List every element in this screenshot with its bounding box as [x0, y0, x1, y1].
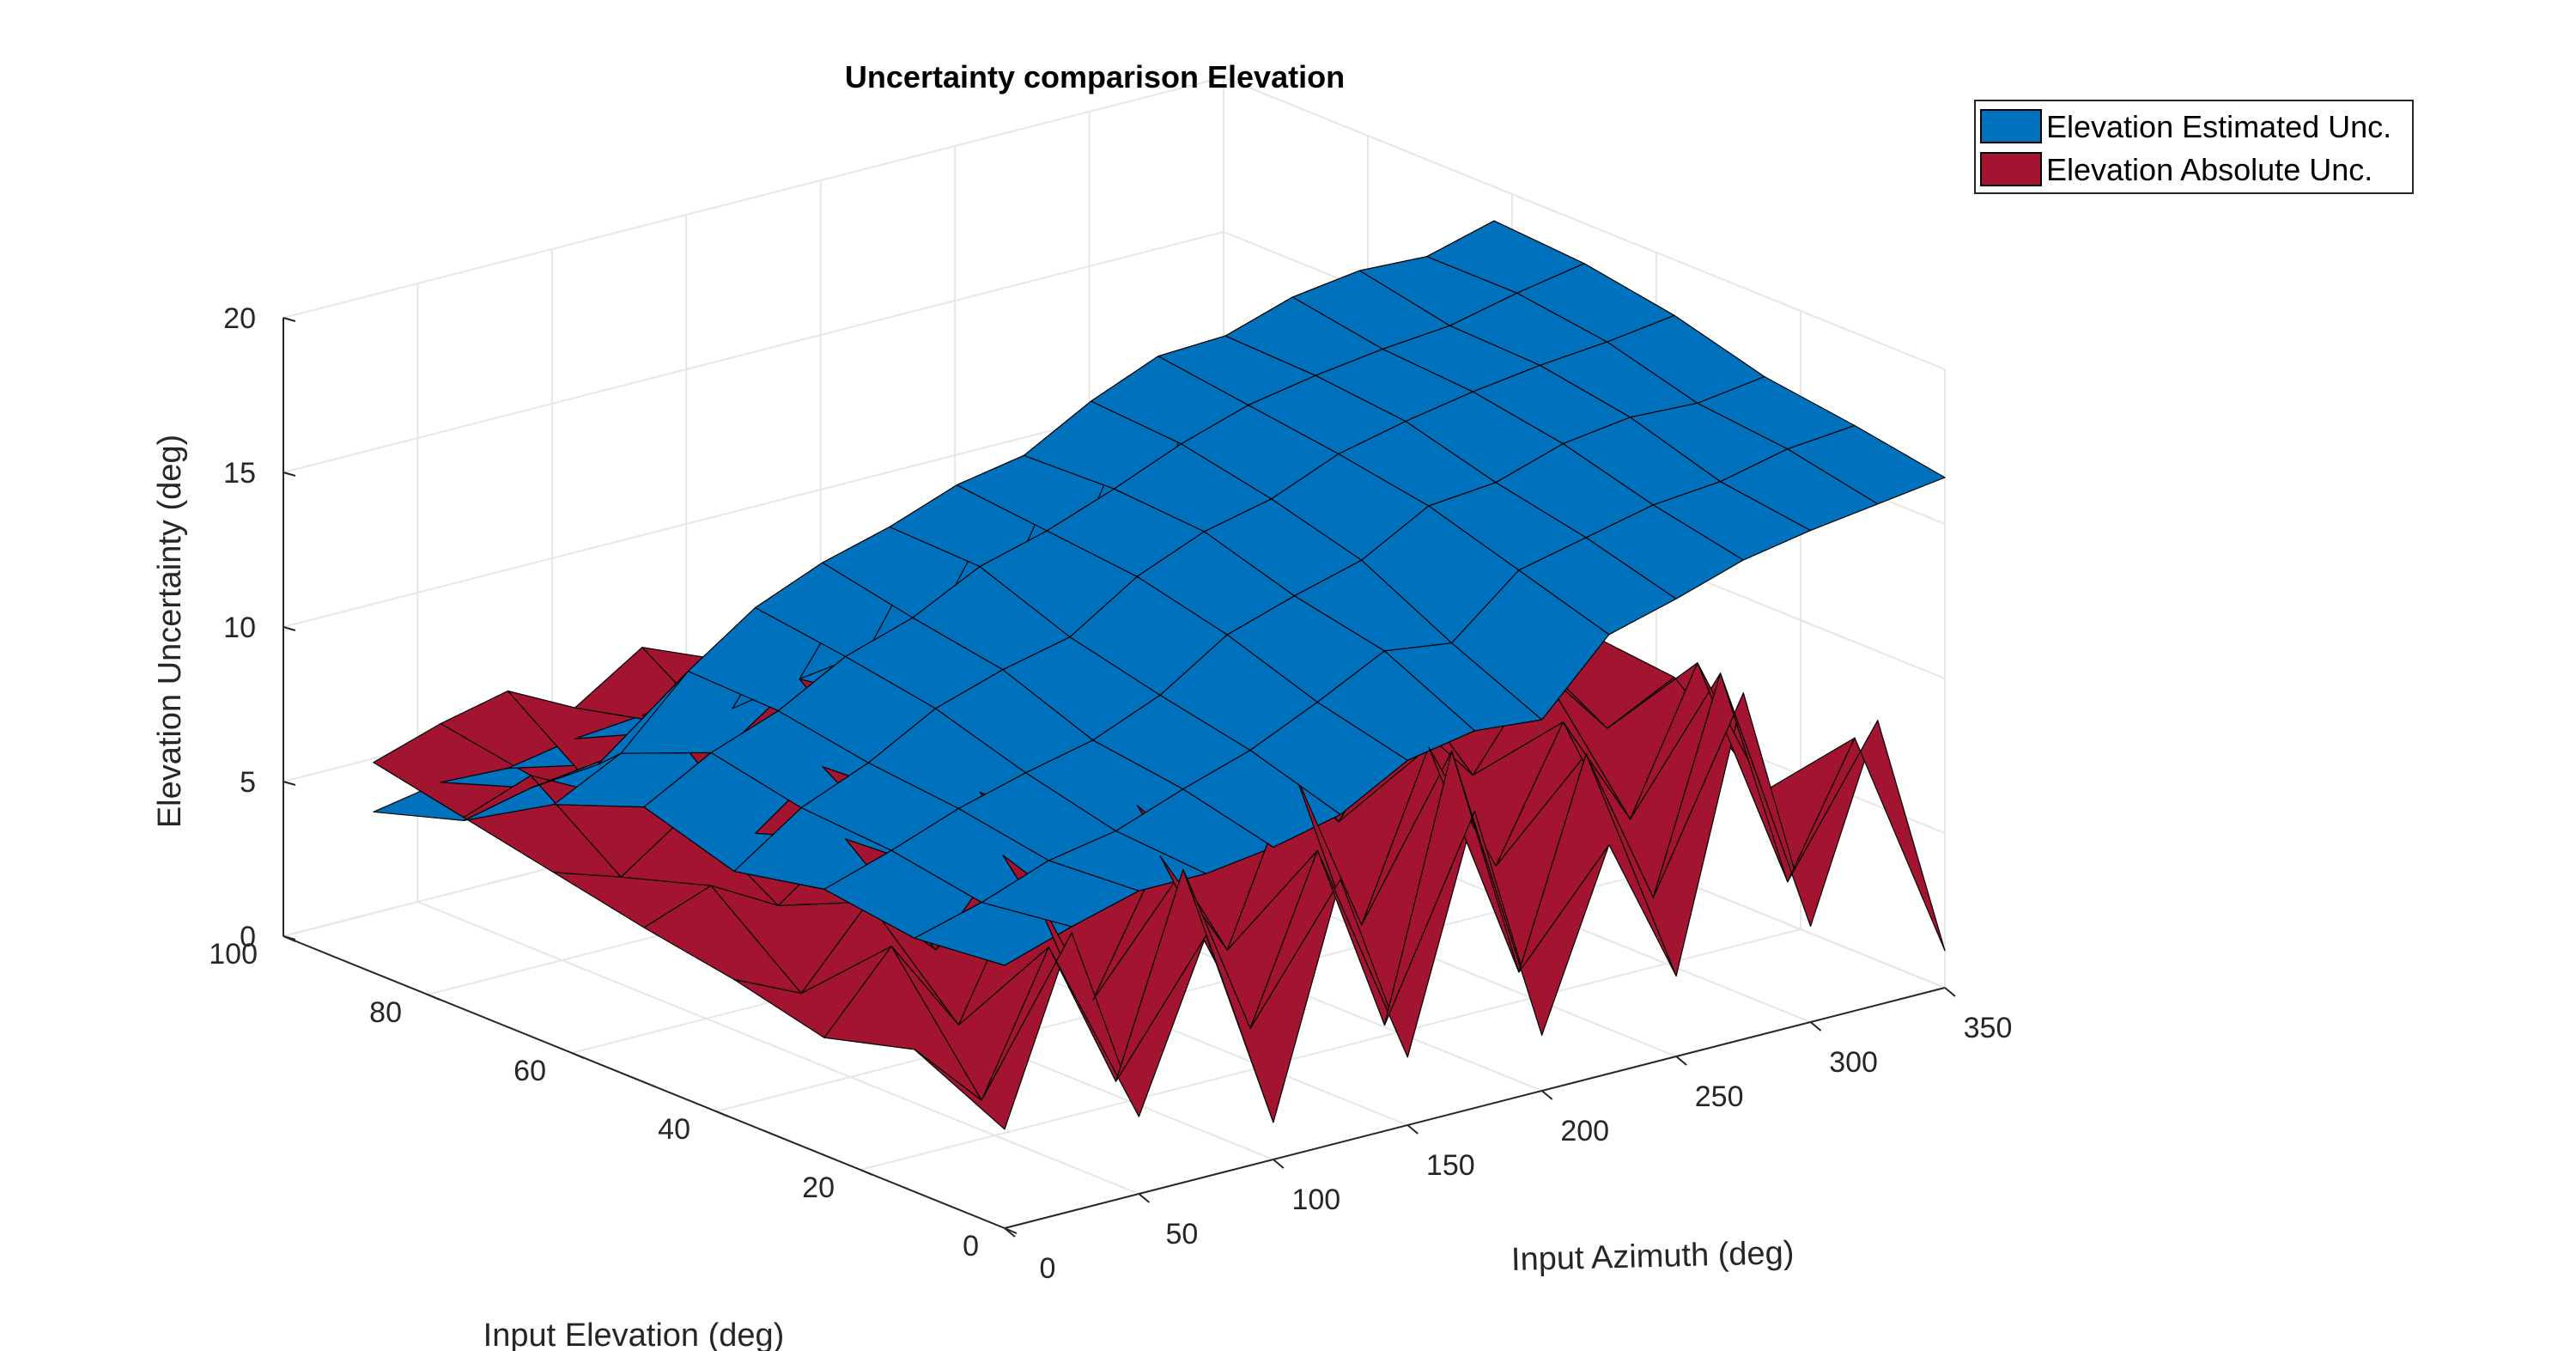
floor-grid-line: [417, 901, 1139, 1195]
y-tick-label: 60: [513, 1055, 546, 1087]
x-tick-mark: [1138, 1193, 1151, 1203]
z-tick-mark: [283, 317, 296, 322]
z-tick-mark: [283, 781, 296, 786]
estimated-surface-face: [1787, 424, 1946, 505]
legend-box: [1974, 100, 2414, 194]
y-axis-line: [283, 935, 1005, 1229]
back-wall-grid-line: [283, 76, 1224, 319]
y-tick-label: 100: [209, 938, 258, 971]
legend-label-estimated: Elevation Estimated Unc.: [2046, 109, 2391, 144]
floor-grid-line: [860, 928, 1801, 1171]
x-tick-mark: [1675, 1056, 1687, 1066]
x-tick-label: 250: [1695, 1080, 1744, 1113]
z-tick-label: 20: [223, 302, 256, 335]
legend-label-absolute: Elevation Absolute Unc.: [2046, 152, 2372, 187]
x-tick-label: 0: [1040, 1252, 1056, 1285]
z-tick-label: 10: [223, 612, 256, 644]
legend: Elevation Estimated Unc. Elevation Absol…: [1974, 100, 2414, 194]
x-tick-mark: [1541, 1090, 1553, 1100]
x-tick-mark: [1809, 1021, 1822, 1032]
y-tick-mark: [715, 1111, 729, 1117]
x-tick-mark: [1273, 1159, 1285, 1169]
x-tick-label: 300: [1829, 1046, 1878, 1079]
tick-layer: 0501001502002503003500204060801000510152…: [209, 302, 2012, 1285]
y-tick-mark: [1004, 1227, 1018, 1234]
surface-layer: [373, 220, 1946, 1130]
z-tick-mark: [283, 626, 296, 631]
x-tick-label: 200: [1560, 1115, 1609, 1147]
z-axis-label: Elevation Uncertainty (deg): [152, 435, 188, 828]
x-tick-label: 100: [1291, 1184, 1340, 1216]
back-wall-grid-line: [283, 231, 1224, 473]
y-tick-label: 20: [802, 1171, 835, 1204]
z-tick-mark: [283, 935, 296, 940]
y-tick-label: 0: [963, 1230, 979, 1263]
z-tick-mark: [283, 472, 296, 477]
y-tick-label: 40: [658, 1113, 690, 1146]
legend-swatch-estimated: [1980, 109, 2042, 143]
y-tick-mark: [427, 994, 440, 1001]
x-axis-label: Input Azimuth (deg): [1510, 1235, 1794, 1278]
x-tick-label: 150: [1426, 1149, 1475, 1182]
absolute-surface-face: [1787, 720, 1946, 952]
z-tick-label: 5: [240, 766, 256, 799]
z-tick-label: 0: [240, 921, 256, 953]
chart-title: Uncertainty comparison Elevation: [845, 59, 1345, 94]
x-tick-mark: [1944, 987, 1956, 997]
y-tick-mark: [860, 1169, 873, 1176]
x-axis-line: [1004, 987, 1946, 1229]
y-tick-mark: [571, 1052, 585, 1059]
x-tick-label: 350: [1964, 1012, 2013, 1044]
x-tick-label: 50: [1166, 1218, 1199, 1251]
z-tick-label: 15: [223, 457, 256, 490]
y-tick-label: 80: [369, 996, 402, 1029]
y-axis-label: Input Elevation (deg): [483, 1318, 785, 1351]
legend-swatch-absolute: [1980, 152, 2042, 186]
side-wall-grid-line: [1223, 76, 1946, 370]
x-tick-mark: [1406, 1124, 1419, 1135]
